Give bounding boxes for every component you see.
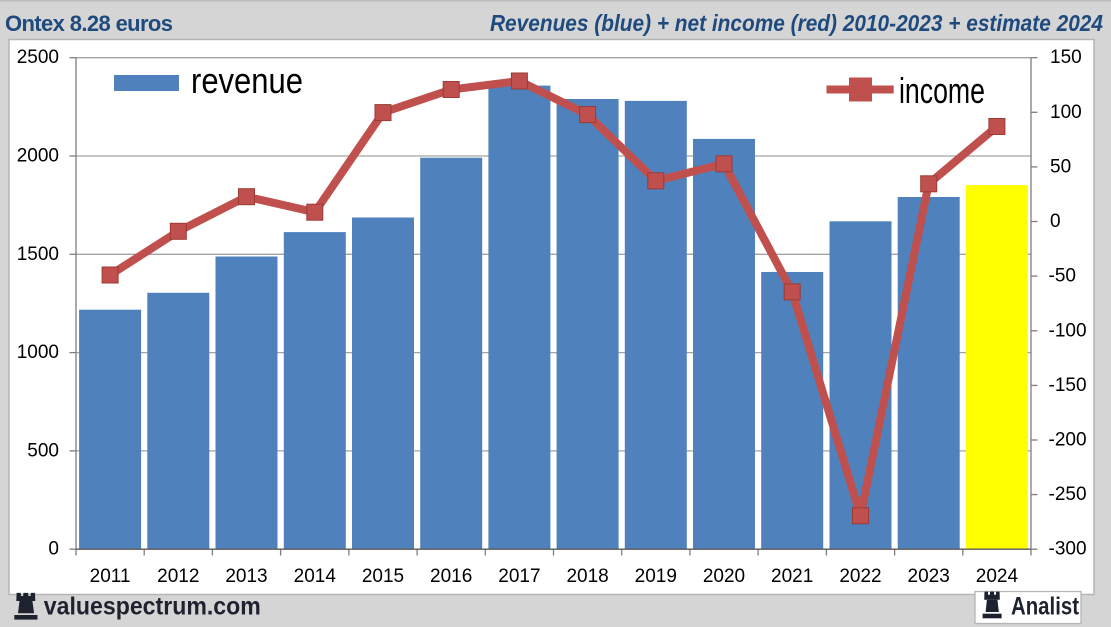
svg-text:Analist: Analist: [1011, 593, 1080, 621]
svg-text:1000: 1000: [17, 342, 59, 363]
svg-text:-50: -50: [1049, 266, 1076, 287]
svg-text:2022: 2022: [839, 566, 881, 587]
svg-text:2019: 2019: [635, 566, 677, 587]
svg-text:1500: 1500: [17, 244, 59, 265]
svg-text:valuespectrum.com: valuespectrum.com: [44, 593, 261, 621]
svg-text:-250: -250: [1049, 484, 1087, 505]
svg-text:2018: 2018: [566, 566, 608, 587]
svg-text:2000: 2000: [17, 146, 59, 167]
svg-text:2500: 2500: [17, 47, 59, 68]
svg-text:0: 0: [48, 539, 59, 560]
svg-text:2024: 2024: [976, 566, 1019, 587]
svg-text:2011: 2011: [90, 566, 131, 587]
svg-text:2014: 2014: [294, 566, 337, 587]
svg-text:2021: 2021: [771, 566, 813, 587]
svg-text:2023: 2023: [908, 566, 950, 587]
svg-text:2017: 2017: [498, 566, 540, 587]
svg-text:-100: -100: [1049, 320, 1087, 341]
svg-text:-200: -200: [1049, 430, 1087, 451]
svg-text:2012: 2012: [157, 566, 199, 587]
svg-text:Ontex 8.28 euros: Ontex 8.28 euros: [5, 11, 173, 36]
svg-text:2016: 2016: [430, 566, 472, 587]
svg-text:Revenues (blue) + net income (: Revenues (blue) + net income (red) 2010-…: [490, 10, 1103, 36]
svg-text:revenue: revenue: [191, 60, 303, 101]
svg-text:100: 100: [1050, 102, 1082, 123]
svg-text:50: 50: [1050, 156, 1071, 177]
svg-text:2020: 2020: [703, 566, 745, 587]
svg-text:2015: 2015: [362, 566, 404, 587]
svg-text:income: income: [899, 70, 985, 111]
svg-text:-150: -150: [1049, 375, 1087, 396]
svg-text:150: 150: [1050, 47, 1082, 68]
svg-text:0: 0: [1050, 211, 1061, 232]
svg-text:2013: 2013: [225, 566, 267, 587]
svg-text:500: 500: [27, 440, 59, 461]
svg-text:-300: -300: [1049, 539, 1087, 560]
